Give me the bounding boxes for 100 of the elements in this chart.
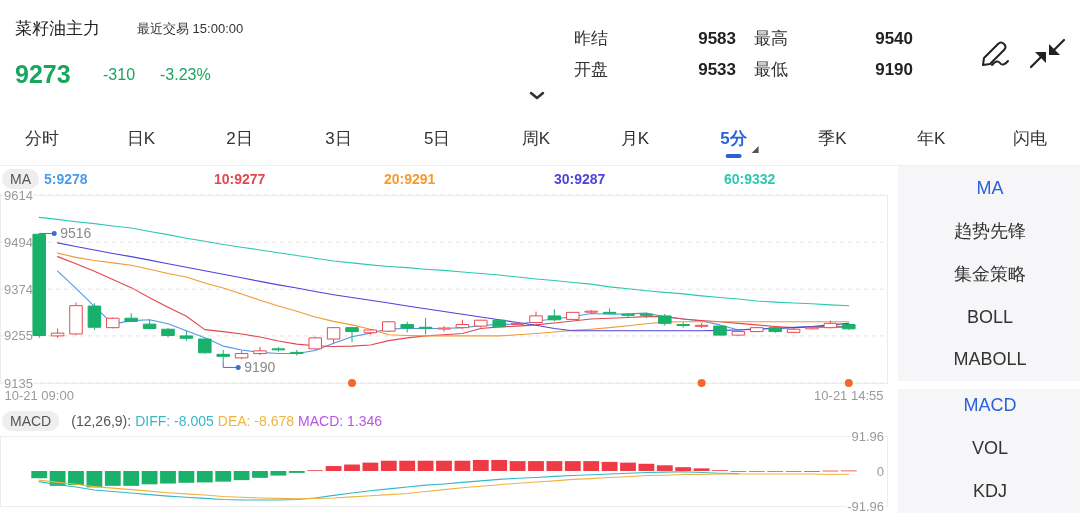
bar — [344, 464, 360, 471]
text: MACD — [963, 395, 1017, 415]
text: 分时 — [25, 129, 59, 148]
candlestick — [786, 327, 801, 334]
bar — [68, 471, 84, 486]
bar — [675, 467, 692, 471]
candlestick — [69, 302, 83, 336]
bar — [436, 460, 452, 471]
candlestick — [547, 308, 562, 322]
candlestick — [731, 330, 746, 337]
line-series — [57, 252, 850, 337]
bar — [509, 461, 526, 471]
text: 月K — [620, 129, 650, 148]
line-series — [38, 216, 850, 307]
text: 最高 — [754, 29, 788, 48]
y-tick-label: -91.96 — [847, 498, 884, 513]
y-tick-label: 9614 — [4, 187, 33, 203]
line-series — [57, 242, 850, 332]
candlestick — [510, 321, 525, 326]
text: 2日 — [226, 129, 253, 148]
candlestick — [474, 319, 488, 329]
candlestick — [106, 316, 120, 329]
bar — [399, 460, 416, 471]
bar — [620, 462, 636, 471]
bar — [104, 471, 121, 486]
candlestick — [32, 232, 46, 339]
text: 5日 — [423, 129, 451, 148]
candlestick — [713, 325, 727, 337]
annotation: 9516 — [60, 225, 92, 242]
bar — [656, 465, 673, 471]
text: 3日 — [325, 129, 352, 148]
text: 闪电 — [1013, 129, 1047, 148]
text: 9540 — [875, 29, 913, 48]
bar — [252, 471, 268, 478]
text: 9273 — [15, 60, 71, 88]
candlestick — [124, 312, 138, 323]
text: 日K — [126, 129, 156, 148]
candlestick — [418, 317, 433, 335]
candlestick — [400, 321, 414, 333]
bar — [380, 460, 397, 471]
text: 5:9278 — [44, 171, 88, 187]
candlestick — [271, 346, 286, 353]
text: 最近交易 15:00:00 — [137, 21, 244, 36]
candlestick — [179, 330, 194, 342]
candlestick — [566, 311, 580, 321]
text: MA — [976, 178, 1004, 198]
legend-title: MA — [10, 171, 32, 187]
chart-subtitle: (12,26,9): — [71, 413, 132, 429]
text: DEA: -8.678 — [217, 413, 295, 429]
candlestick — [492, 318, 506, 328]
candlestick — [253, 346, 267, 356]
text: 9583 — [698, 29, 736, 48]
candlestick — [455, 319, 470, 330]
text: 10:9277 — [214, 171, 266, 187]
bar — [215, 471, 232, 482]
y-tick-label: 91.96 — [851, 428, 884, 444]
y-tick-label: 9135 — [4, 375, 33, 391]
bar — [362, 462, 379, 471]
bar — [123, 471, 140, 486]
candlestick — [437, 325, 451, 333]
line-series — [38, 473, 850, 500]
bar — [472, 459, 489, 471]
candlestick — [216, 349, 230, 362]
bar — [160, 471, 176, 484]
y-tick-label: 9255 — [4, 328, 33, 344]
candlestick — [823, 320, 838, 329]
bar — [141, 471, 158, 485]
text: MABOLL — [953, 349, 1027, 369]
text: 20:9291 — [384, 171, 436, 187]
text: 菜籽油主力 — [15, 19, 100, 38]
candlestick — [639, 312, 654, 319]
bar — [86, 471, 103, 488]
bar — [233, 471, 250, 481]
candlestick — [768, 326, 782, 334]
text: -310 — [103, 66, 136, 83]
text: KDJ — [972, 481, 1008, 501]
bar — [491, 459, 508, 471]
text: MACD: 1.346 — [298, 413, 383, 429]
bar — [583, 461, 600, 471]
bar — [546, 461, 563, 471]
text: 9190 — [875, 60, 913, 79]
bar — [417, 460, 434, 471]
bar — [178, 471, 195, 483]
candlestick — [805, 325, 819, 331]
text: BOLL — [966, 307, 1014, 327]
candlestick — [345, 326, 359, 343]
text: 开盘 — [574, 60, 608, 79]
text: 9533 — [698, 60, 736, 79]
text: -3.23% — [160, 66, 211, 83]
candlestick — [234, 350, 249, 360]
candlestick — [198, 338, 212, 355]
candlestick — [142, 319, 157, 330]
y-tick-label: 0 — [876, 463, 884, 479]
bar — [528, 461, 544, 471]
candlestick — [363, 328, 378, 336]
candlestick — [658, 313, 672, 327]
candlestick — [50, 327, 65, 339]
x-tick-label: 10-21 09:00 — [4, 388, 74, 403]
candlestick — [326, 326, 341, 344]
candlestick — [382, 320, 396, 333]
